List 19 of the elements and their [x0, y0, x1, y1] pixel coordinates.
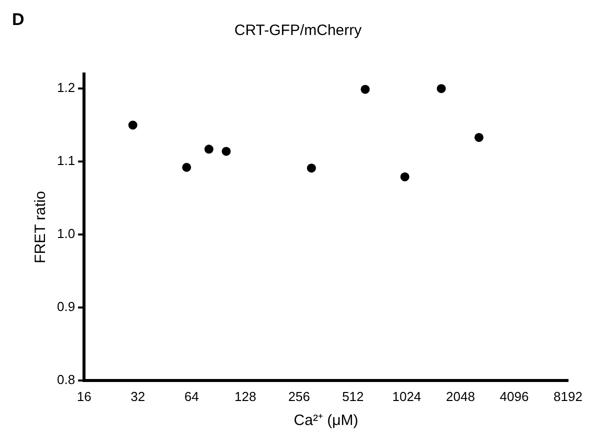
y-axis-title: FRET ratio — [32, 191, 50, 264]
y-tick-label: 0.8 — [56, 372, 76, 387]
x-tick-label: 64 — [184, 388, 199, 404]
x-tick-label: 128 — [234, 388, 256, 404]
x-tick-label: 16 — [76, 388, 92, 404]
chart-title: CRT-GFP/mCherry — [234, 22, 362, 40]
x-tick-label: 32 — [130, 388, 146, 404]
x-axis-title: Ca²⁺ (μM) — [294, 412, 358, 430]
y-tick-label: 1.0 — [56, 226, 76, 242]
y-tick-label: 1.2 — [56, 80, 76, 96]
x-tick-label: 256 — [288, 388, 310, 404]
x-tick-label: 4096 — [500, 388, 529, 404]
x-tick-label: 1024 — [392, 388, 422, 404]
x-tick-label: 2048 — [446, 388, 475, 404]
x-tick-label: 8192 — [554, 388, 582, 404]
x-tick-label: 512 — [342, 388, 364, 404]
text: D — [12, 10, 24, 30]
y-tick-label: 0.9 — [56, 299, 76, 314]
y-tick-label: 1.1 — [56, 153, 76, 168]
